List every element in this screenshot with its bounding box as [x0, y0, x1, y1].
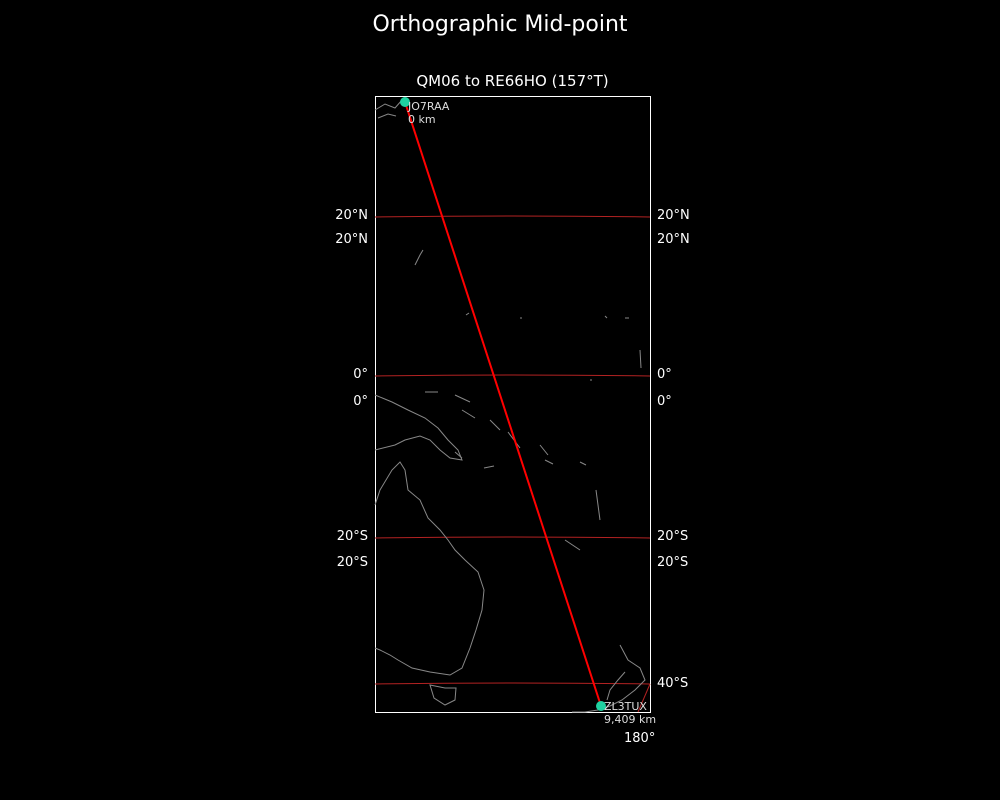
lat-label-right: 0°: [657, 394, 672, 409]
gridline-equator: [374, 374, 651, 377]
lat-label-left: 20°S: [336, 555, 368, 570]
lon-label: 180°: [624, 731, 656, 746]
gridline-180: [637, 683, 651, 713]
great-circle-path: [404, 101, 602, 707]
start-station-label: JO7RAA 0 km: [408, 100, 449, 126]
gridline-20s: [374, 536, 651, 539]
coast-japan: [374, 99, 403, 111]
end-distance: 9,409 km: [604, 713, 657, 726]
start-station-marker[interactable]: [400, 97, 410, 107]
lat-label-left: 20°N: [335, 232, 368, 247]
figure-title: Orthographic Mid-point: [372, 12, 628, 37]
coastlines: [374, 99, 646, 713]
lat-label-right: 40°S: [657, 676, 689, 691]
coast-australia: [374, 461, 485, 676]
start-distance: 0 km: [408, 113, 436, 126]
end-station-marker[interactable]: [596, 701, 606, 711]
lat-label-right: 20°S: [657, 529, 689, 544]
lat-label-left: 20°N: [335, 208, 368, 223]
lat-label-left: 0°: [353, 394, 368, 409]
lat-label-right: 0°: [657, 367, 672, 382]
map-frame: [375, 96, 651, 713]
coast-island: [414, 249, 424, 266]
coast-new-guinea: [374, 394, 463, 461]
lat-label-left: 20°S: [336, 529, 368, 544]
lat-label-right: 20°S: [657, 555, 689, 570]
start-call: JO7RAA: [408, 100, 450, 113]
coast-new-zealand: [572, 644, 646, 713]
end-call: ZL3TUX: [604, 700, 647, 713]
lat-label-left: 0°: [353, 367, 368, 382]
gridline-20n: [374, 215, 651, 218]
coast-small-islands: [465, 312, 642, 381]
lat-label-right: 20°N: [657, 232, 690, 247]
map-subtitle: QM06 to RE66HO (157°T): [416, 72, 609, 90]
lat-label-right: 20°N: [657, 208, 690, 223]
coast-japan-2: [377, 113, 397, 119]
end-station-label: ZL3TUX 9,409 km: [604, 700, 656, 726]
coast-tasmania: [429, 684, 457, 706]
